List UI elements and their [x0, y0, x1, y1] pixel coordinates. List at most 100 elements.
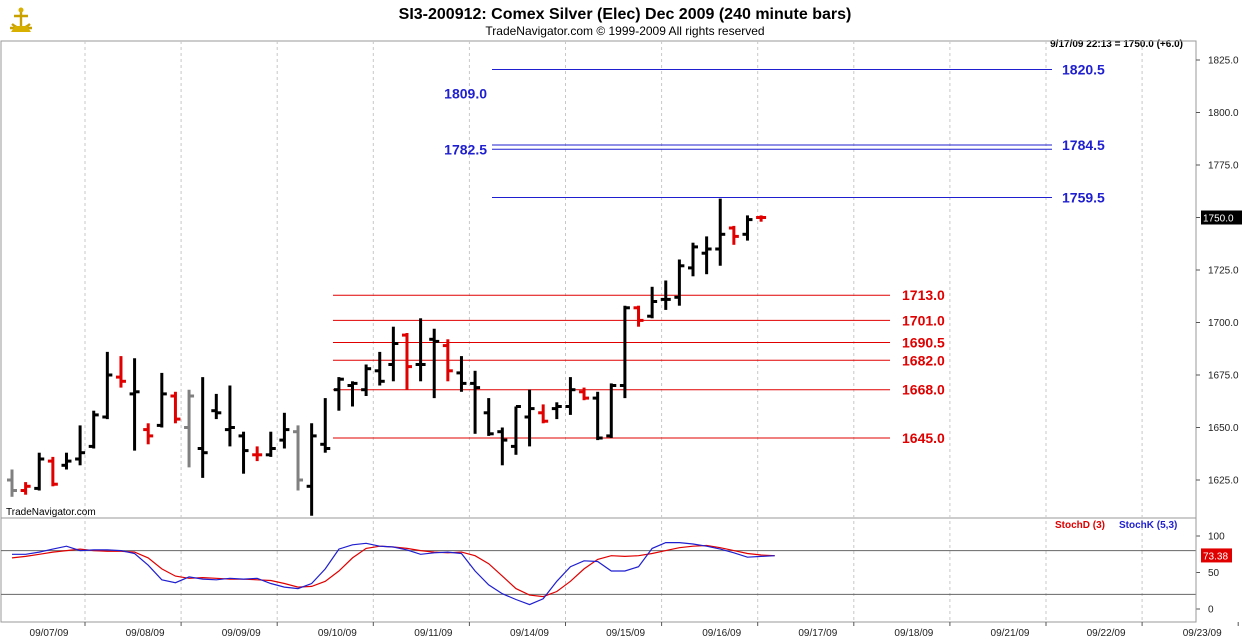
ohlc-bar	[156, 372, 167, 428]
stochastic-pane: 0 50 100 73.38	[1, 518, 1232, 622]
legend-stochd: StochD (3)	[1055, 520, 1105, 531]
ohlc-bar	[660, 280, 671, 310]
ohlc-bar	[728, 225, 739, 245]
level-label: 1682.0	[902, 352, 945, 368]
ohlc-bar	[252, 446, 263, 462]
ohlc-bar	[88, 410, 99, 449]
level-label: 1820.5	[1062, 61, 1105, 77]
x-axis: 09/07/09 09/08/09 09/09/09 09/10/09 09/11/09…	[1, 621, 1239, 639]
ohlc-bar	[75, 425, 86, 466]
ohlc-bar	[115, 356, 126, 388]
ohlc-bar	[415, 318, 426, 382]
level-label: 1645.0	[902, 430, 945, 446]
ohlc-bar	[361, 364, 372, 396]
x-tick-label: 09/17/09	[798, 628, 837, 639]
ohlc-bar	[333, 377, 344, 411]
ohlc-bar	[347, 381, 358, 407]
y-tick-label: 1825.0	[1208, 56, 1239, 67]
ohlc-bar	[265, 431, 276, 457]
ohlc-bar	[674, 259, 685, 306]
ohlc-bar	[279, 412, 290, 449]
ohlc-bar	[102, 351, 113, 420]
level-label: 1668.0	[902, 382, 945, 398]
level-label: 1759.5	[1062, 190, 1105, 206]
ohlc-bar	[524, 389, 535, 447]
last-quote: 9/17/09 22:13 = 1750.0 (+6.0)	[1050, 39, 1183, 50]
ohlc-bar	[579, 387, 590, 401]
ohlc-bar	[211, 393, 222, 420]
ohlc-bar	[34, 452, 45, 491]
x-tick-label: 09/16/09	[702, 628, 741, 639]
stoch-pane	[0, 517, 1197, 623]
y-axis: 1625.0 1650.0 1675.0 1700.0 1725.0 1750.0 1775…	[1195, 41, 1242, 518]
ohlc-bar	[456, 356, 467, 392]
y-tick-label: 1650.0	[1208, 423, 1239, 434]
ohlc-bar	[184, 389, 195, 468]
x-tick-label: 09/23/09	[1183, 628, 1222, 639]
ohlc-bar	[143, 423, 154, 445]
stoch-last-label: 73.38	[1203, 551, 1228, 562]
y-tick-label: 1675.0	[1208, 371, 1239, 382]
annotation-label: 1809.0	[444, 86, 487, 102]
ohlc-bar	[61, 452, 72, 470]
stochd-line	[11, 544, 775, 598]
ohlc-bar	[701, 236, 712, 275]
stoch-tick-label: 0	[1208, 605, 1214, 616]
y-tick-label: 1700.0	[1208, 318, 1239, 329]
ohlc-bar	[470, 370, 481, 434]
y-tick-label: 1625.0	[1208, 476, 1239, 487]
ohlc-bar	[429, 328, 440, 399]
ohlc-bar	[483, 398, 494, 436]
ohlc-bar	[170, 391, 181, 424]
ohlc-bar	[197, 377, 208, 478]
ohlc-bar	[647, 286, 658, 319]
x-tick-label: 09/14/09	[510, 628, 549, 639]
ohlc-bar	[306, 423, 317, 516]
level-label: 1782.5	[444, 141, 487, 157]
grid	[84, 41, 1143, 622]
price-levels: 1820.5 1784.5 1782.5 1759.5 1713.0 1701.0 1690…	[333, 61, 1105, 446]
x-tick-label: 09/11/09	[414, 628, 453, 639]
price-bars	[7, 198, 767, 516]
ohlc-bar	[688, 242, 698, 277]
watermark: TradeNavigator.com	[6, 507, 96, 518]
ohlc-bar	[756, 215, 767, 222]
chart-title: SI3-200912: Comex Silver (Elec) Dec 2009…	[399, 6, 852, 23]
logo-icon	[6, 6, 36, 32]
last-price-box	[1201, 210, 1242, 225]
stochk-line	[12, 541, 775, 606]
ohlc-bar	[551, 402, 562, 420]
ohlc-bar	[7, 469, 17, 497]
level-label: 1701.0	[902, 312, 945, 328]
x-tick-label: 09/09/09	[222, 628, 261, 639]
ohlc-bar	[401, 333, 412, 390]
ohlc-bar	[238, 431, 249, 474]
ohlc-bar	[715, 198, 726, 266]
x-tick-label: 09/21/09	[991, 628, 1030, 639]
ohlc-bar	[592, 391, 603, 441]
x-tick-label: 09/22/09	[1087, 628, 1126, 639]
stoch-tick-label: 50	[1208, 568, 1220, 579]
x-tick-label: 09/10/09	[318, 628, 357, 639]
ohlc-bar	[606, 383, 617, 438]
stoch-tick-label: 100	[1208, 532, 1225, 543]
ohlc-bar	[538, 404, 549, 424]
price-pane	[0, 40, 1197, 519]
ohlc-bar	[388, 326, 399, 382]
ohlc-bar	[565, 377, 576, 415]
ohlc-bar	[320, 398, 331, 453]
ohlc-bar	[293, 425, 304, 491]
x-tick-label: 09/15/09	[606, 628, 645, 639]
x-tick-label: 09/08/09	[126, 628, 165, 639]
ohlc-bar	[47, 456, 58, 487]
ohlc-bar	[374, 351, 385, 386]
level-label: 1784.5	[1062, 137, 1105, 153]
chart-subtitle: TradeNavigator.com © 1999-2009 All right…	[485, 24, 764, 38]
level-label: 1690.5	[902, 334, 945, 350]
ohlc-bar	[442, 339, 453, 382]
stoch-last-box	[1201, 548, 1232, 563]
ohlc-bar	[619, 305, 630, 399]
x-tick-label: 09/18/09	[894, 628, 933, 639]
ohlc-bar	[224, 385, 235, 447]
